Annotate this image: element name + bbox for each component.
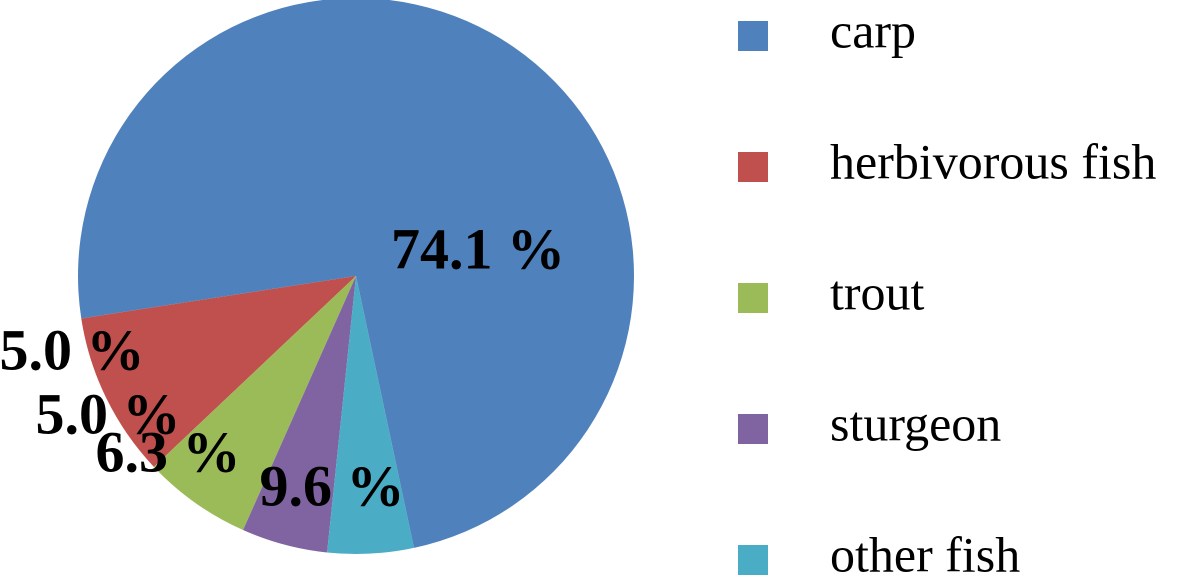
pie-slice-trout: [153, 276, 356, 531]
legend: carp herbivorous fish trout sturgeon other f…: [738, 2, 1156, 576]
legend-item-sturgeon: sturgeon: [738, 395, 1001, 451]
legend-swatch: [738, 414, 768, 444]
slice-value-label-other-fish: 5.0 %: [0, 317, 145, 382]
legend-label: herbivorous fish: [830, 133, 1156, 189]
slice-value-label-sturgeon: 5.0 %: [36, 381, 181, 446]
legend-item-carp: carp: [738, 2, 916, 58]
pie-slice-herbivorous-fish: [81, 276, 357, 467]
slice-value-label-carp: 74.1 %: [391, 216, 565, 281]
legend-swatch: [738, 545, 768, 575]
legend-label: sturgeon: [830, 395, 1001, 451]
legend-label: trout: [830, 264, 925, 320]
legend-label: other fish: [830, 526, 1020, 576]
legend-item-trout: trout: [738, 264, 925, 320]
legend-swatch: [738, 152, 768, 182]
legend-label: carp: [830, 2, 916, 58]
pie-slices: [78, 0, 634, 554]
slice-value-label-trout: 6.3 %: [96, 419, 241, 484]
pie-slice-sturgeon: [243, 276, 356, 553]
legend-item-other-fish: other fish: [738, 526, 1020, 576]
legend-swatch: [738, 21, 768, 51]
legend-swatch: [738, 283, 768, 313]
pie-slice-labels: 74.1 %9.6 %6.3 %5.0 %5.0 %: [0, 216, 565, 518]
legend-item-herbivorous-fish: herbivorous fish: [738, 133, 1156, 189]
pie-slice-carp: [78, 0, 634, 548]
slice-value-label-herbivorous-fish: 9.6 %: [260, 453, 405, 518]
pie-slice-other-fish: [327, 276, 414, 554]
